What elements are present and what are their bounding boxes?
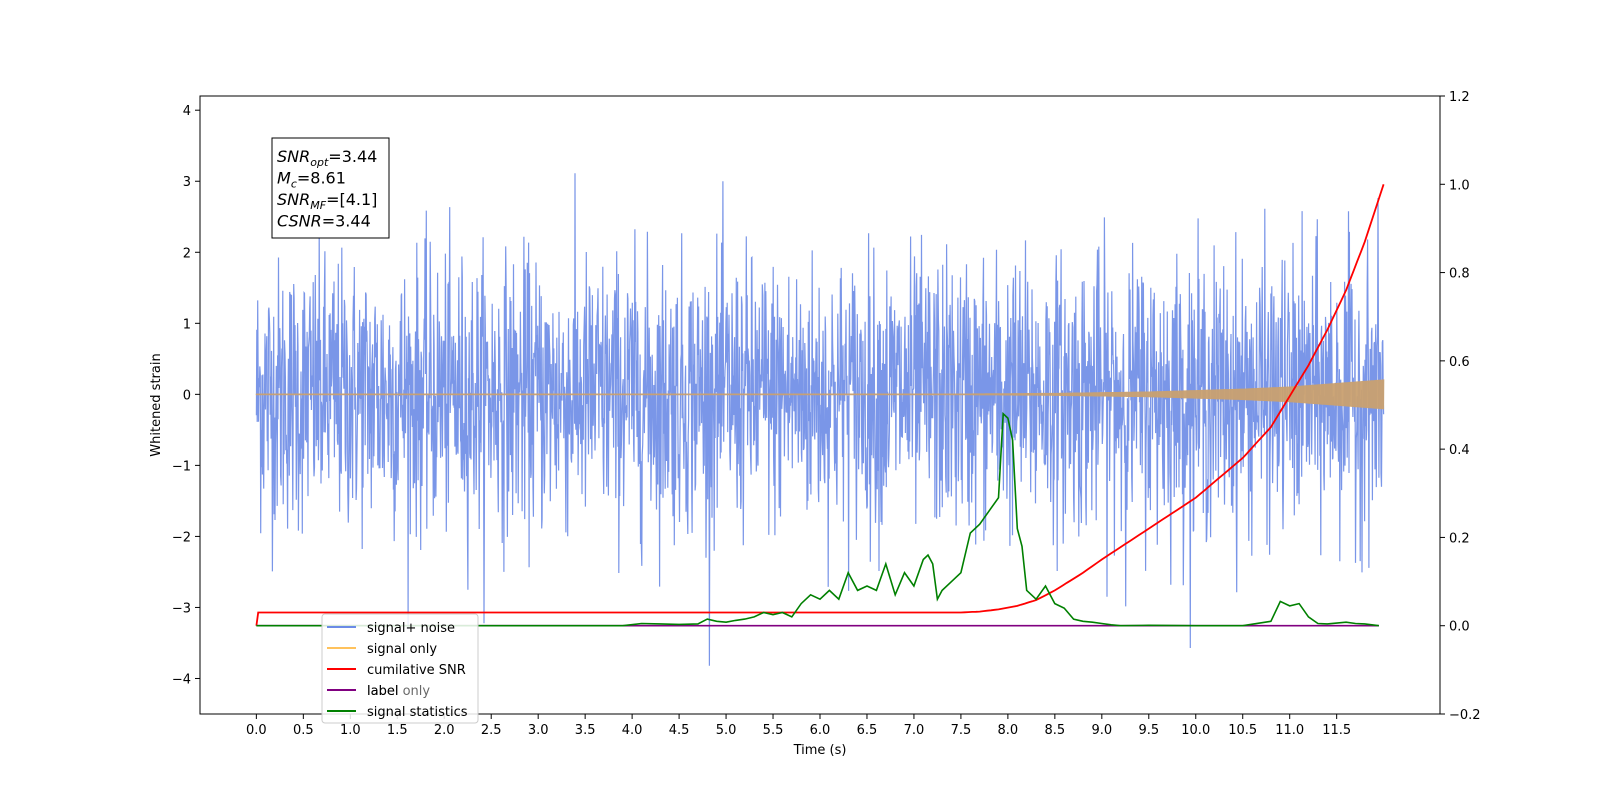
x-tick-label: 8.0: [998, 723, 1019, 738]
series-cumulative-snr: [255, 184, 1385, 626]
y-right-tick-label: 0.8: [1449, 267, 1470, 282]
x-tick-label: 10.5: [1228, 723, 1257, 738]
x-tick-label: 6.0: [810, 723, 831, 738]
x-tick-label: 5.0: [716, 723, 737, 738]
annotation-line: SNRMF=[4.1]: [277, 190, 377, 212]
series-signal-noise: [255, 173, 1385, 666]
y-right-tick-label: 1.0: [1449, 178, 1470, 193]
series-signal-only: [255, 379, 1385, 410]
y-tick-label: 0: [183, 388, 191, 403]
annotation-line: CSNR=3.44: [277, 212, 371, 231]
y-right-tick-label: 0.4: [1449, 443, 1470, 458]
x-axis-label: Time (s): [793, 743, 847, 758]
series-signal-statistics: [256, 412, 1380, 627]
legend-label: cumilative SNR: [367, 663, 466, 678]
x-tick-label: 3.0: [528, 723, 549, 738]
y-tick-label: 2: [183, 246, 191, 261]
annotation-frame: [271, 137, 390, 239]
x-tick-label: 0.5: [293, 723, 314, 738]
annotation-line: SNRopt=3.44: [277, 147, 377, 169]
x-tick-label: 11.5: [1322, 723, 1351, 738]
x-tick-label: 5.5: [763, 723, 784, 738]
y-right-tick-label: −0.2: [1449, 708, 1481, 723]
legend-label: signal only: [367, 642, 437, 657]
x-tick-label: 2.5: [481, 723, 502, 738]
annotation-symbol: M: [277, 169, 291, 188]
annotation-symbol: SNR: [277, 190, 310, 209]
legend-label: signal statistics: [367, 705, 468, 720]
annotation-value: =[4.1]: [326, 190, 377, 209]
y-tick-label: −3: [172, 601, 191, 616]
y-tick-label: 1: [183, 317, 191, 332]
x-tick-label: 0.0: [246, 723, 267, 738]
annotation-line: Mc=8.61: [277, 169, 346, 191]
annotation-value: =3.44: [322, 212, 371, 231]
y-tick-label: −2: [172, 530, 191, 545]
legend-label: label: [367, 684, 398, 699]
y-axis-left: −4 −3 −2 −1 0 1 2 3 4: [172, 104, 200, 687]
y-right-tick-label: 1.2: [1449, 90, 1470, 105]
annotation-symbol: SNR: [277, 147, 310, 166]
y-tick-label: −4: [172, 672, 191, 687]
y-tick-label: 4: [183, 104, 191, 119]
annotation-symbol: CSNR: [277, 212, 322, 231]
x-tick-label: 11.0: [1275, 723, 1304, 738]
y-tick-label: −1: [172, 459, 191, 474]
x-tick-label: 7.0: [904, 723, 925, 738]
annotation-value: =8.61: [297, 169, 346, 188]
x-tick-label: 1.5: [387, 723, 408, 738]
y-right-tick-label: 0.0: [1449, 620, 1470, 635]
x-tick-label: 4.5: [669, 723, 690, 738]
x-tick-label: 8.5: [1045, 723, 1066, 738]
legend-label: signal+ noise: [367, 621, 455, 636]
x-tick-label: 9.0: [1091, 723, 1112, 738]
y-tick-label: 3: [183, 175, 191, 190]
x-axis: 0.0 0.5 1.0 1.5 2.0 2.5 3.0 3.5 4.0 4.5 5.0 5.5 6.0 6…: [246, 714, 1351, 738]
annotation-subscript: opt: [310, 156, 329, 169]
x-tick-label: 10.0: [1181, 723, 1210, 738]
legend-overlapped-label: label only: [367, 684, 430, 699]
y-axis-right: −0.2 0.0 0.2 0.4 0.6 0.8 1.0 1.2: [1440, 90, 1481, 723]
legend-frame: [321, 613, 479, 724]
x-tick-label: 2.0: [434, 723, 455, 738]
x-tick-label: 3.5: [575, 723, 596, 738]
annotation-subscript: c: [291, 178, 297, 191]
x-tick-label: 4.0: [622, 723, 643, 738]
y-right-tick-label: 0.6: [1449, 355, 1470, 370]
legend: signal+ noise signal only cumilative SNR si…: [321, 613, 479, 724]
annotation-subscript: MF: [310, 199, 326, 212]
annotation-value: =3.44: [328, 147, 377, 166]
y-right-tick-label: 0.2: [1449, 531, 1470, 546]
x-tick-label: 9.5: [1138, 723, 1159, 738]
x-tick-label: 1.0: [340, 723, 361, 738]
x-tick-label: 6.5: [857, 723, 878, 738]
x-tick-label: 7.5: [951, 723, 972, 738]
y-axis-label: Whitened strain: [149, 353, 164, 456]
